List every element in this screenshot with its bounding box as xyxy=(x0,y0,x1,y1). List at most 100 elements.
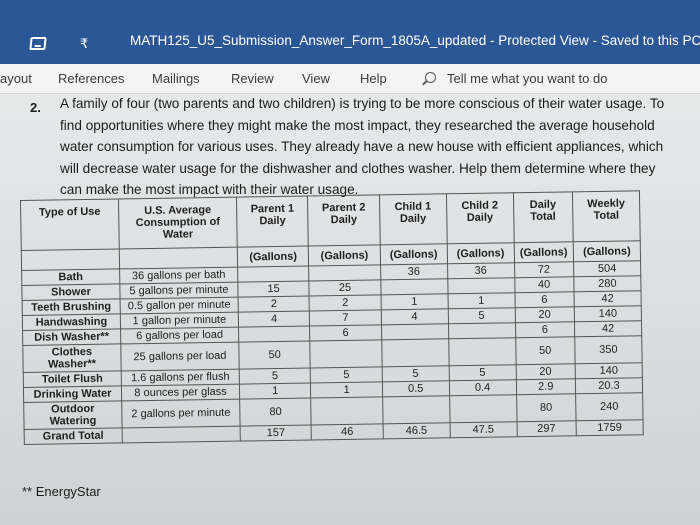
value-cell: 5 xyxy=(448,364,516,381)
value-cell: 140 xyxy=(575,362,643,379)
value-cell: 0.4 xyxy=(449,379,517,396)
value-cell: 504 xyxy=(573,260,641,277)
value-cell: 36 xyxy=(447,262,515,279)
value-cell xyxy=(237,265,310,283)
title-bar: ₹ MATH125_U5_Submission_Answer_Form_1805… xyxy=(0,0,700,64)
value-cell: 5 xyxy=(381,365,450,382)
unit-cell: (Gallons) xyxy=(379,243,448,265)
value-cell xyxy=(238,325,311,343)
tab-view[interactable]: View xyxy=(302,71,330,86)
column-header: Child 1 Daily xyxy=(379,193,447,245)
unit-cell: (Gallons) xyxy=(308,244,381,266)
value-cell: 297 xyxy=(516,420,577,437)
value-cell: 5 xyxy=(310,366,383,383)
column-header: Parent 2 Daily xyxy=(307,194,380,246)
document-page xyxy=(0,94,700,525)
value-cell: 40 xyxy=(514,276,574,293)
value-cell: 1 xyxy=(380,293,448,310)
value-cell: 50 xyxy=(238,340,311,370)
value-cell xyxy=(311,396,383,425)
value-cell: 47.5 xyxy=(449,421,517,438)
value-cell: 36 xyxy=(380,263,448,280)
value-cell xyxy=(447,277,515,294)
use-type-cell: Dish Washer** xyxy=(22,328,121,346)
value-cell: 1759 xyxy=(575,419,644,436)
unit-cell: (Gallons) xyxy=(237,245,309,268)
value-cell: 42 xyxy=(574,320,642,337)
column-header: Weekly Total xyxy=(572,190,641,242)
tab-review[interactable]: Review xyxy=(231,71,274,86)
value-cell xyxy=(381,338,449,367)
window-title: MATH125_U5_Submission_Answer_Form_1805A_… xyxy=(130,33,700,48)
use-type-cell: Outdoor Watering xyxy=(23,400,123,430)
value-cell: 280 xyxy=(573,275,642,292)
value-cell xyxy=(448,322,516,339)
tab-layout[interactable]: ayout xyxy=(0,71,32,86)
protected-view-icon xyxy=(29,37,47,50)
water-usage-table: Type of Use U.S. Average Consumption of … xyxy=(20,190,644,445)
value-cell: 1 xyxy=(239,382,312,400)
value-cell xyxy=(382,395,450,424)
value-cell: 20 xyxy=(514,306,575,323)
value-cell: 46 xyxy=(311,423,384,440)
value-cell xyxy=(448,337,516,366)
average-cell: 25 gallons per load xyxy=(120,342,240,371)
tab-mailings[interactable]: Mailings xyxy=(152,71,200,86)
value-cell: 80 xyxy=(239,397,312,427)
use-type-cell: Grand Total xyxy=(24,427,123,445)
unit-cell: (Gallons) xyxy=(573,240,641,262)
value-cell: 7 xyxy=(309,309,382,326)
value-cell: 1 xyxy=(310,381,383,398)
question-text: A family of four (two parents and two ch… xyxy=(60,96,665,197)
value-cell: 6 xyxy=(514,291,575,308)
use-type-cell: Handwashing xyxy=(22,313,121,331)
value-cell: 20.3 xyxy=(575,377,643,394)
use-type-cell: Shower xyxy=(21,283,121,301)
value-cell: 20 xyxy=(515,363,576,380)
average-cell: 2 gallons per minute xyxy=(121,399,241,428)
value-cell xyxy=(381,323,449,340)
value-cell: 25 xyxy=(309,279,381,296)
unit-cell xyxy=(21,248,120,271)
unit-cell: (Gallons) xyxy=(513,241,574,263)
value-cell: 72 xyxy=(514,261,574,278)
column-header: U.S. Average Consumption of Water xyxy=(118,197,238,249)
unit-cell: (Gallons) xyxy=(446,242,515,264)
quick-access-toolbar-customize[interactable]: ₹ xyxy=(80,36,90,51)
value-cell: 46.5 xyxy=(382,422,450,439)
use-type-cell: Toilet Flush xyxy=(23,370,122,388)
value-cell: 157 xyxy=(240,424,312,442)
value-cell: 6 xyxy=(309,324,382,341)
value-cell: 2 xyxy=(309,294,382,311)
question-number: 2. xyxy=(30,100,41,115)
value-cell xyxy=(449,394,517,423)
footnote: ** EnergyStar xyxy=(22,484,101,499)
value-cell xyxy=(308,264,381,281)
ribbon-tabs: ayout References Mailings Review View He… xyxy=(0,64,700,94)
value-cell: 4 xyxy=(238,310,310,328)
value-cell xyxy=(380,278,448,295)
value-cell xyxy=(310,339,382,368)
search-icon[interactable] xyxy=(425,72,436,83)
unit-cell xyxy=(119,247,238,269)
value-cell: 42 xyxy=(573,290,642,307)
average-cell xyxy=(122,426,241,443)
column-header: Daily Total xyxy=(512,191,574,243)
value-cell: 5 xyxy=(239,367,311,385)
value-cell: 5 xyxy=(447,307,516,324)
value-cell: 4 xyxy=(381,308,449,325)
value-cell: 140 xyxy=(574,305,642,322)
tab-help[interactable]: Help xyxy=(360,71,387,86)
value-cell: 2 xyxy=(238,295,310,313)
tab-references[interactable]: References xyxy=(58,71,125,86)
use-type-cell: Bath xyxy=(21,268,120,286)
tell-me-search[interactable]: Tell me what you want to do xyxy=(447,71,608,86)
use-type-cell: Teeth Brushing xyxy=(22,298,121,316)
value-cell: 2.9 xyxy=(515,378,576,395)
value-cell: 350 xyxy=(574,335,643,364)
value-cell: 15 xyxy=(237,280,310,298)
column-header: Parent 1 Daily xyxy=(236,195,309,248)
value-cell: 240 xyxy=(575,392,644,421)
column-header: Child 2 Daily xyxy=(446,192,514,244)
use-type-cell: Clothes Washer** xyxy=(22,343,122,373)
